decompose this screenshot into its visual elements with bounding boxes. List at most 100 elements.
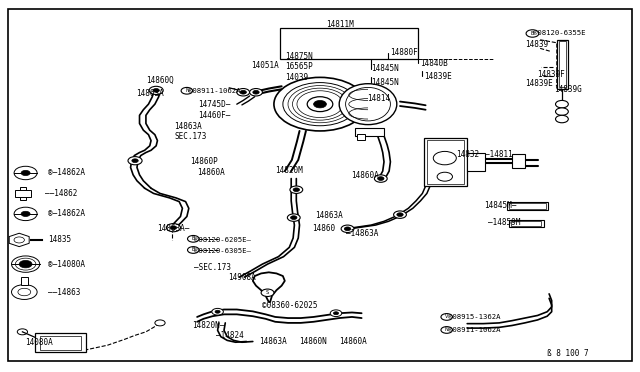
Circle shape <box>153 89 159 92</box>
Bar <box>467 153 485 171</box>
Circle shape <box>188 247 199 253</box>
Circle shape <box>21 211 30 217</box>
Circle shape <box>170 226 177 230</box>
Text: ©08360-62025: ©08360-62025 <box>262 301 318 310</box>
Text: 14051A: 14051A <box>252 61 279 70</box>
Text: 14860: 14860 <box>312 224 335 233</box>
Circle shape <box>132 159 138 163</box>
Text: ®—14862A: ®—14862A <box>48 169 85 177</box>
Text: 14814: 14814 <box>367 94 390 103</box>
Circle shape <box>526 30 539 37</box>
Bar <box>280 28 418 59</box>
Bar <box>559 41 566 87</box>
Circle shape <box>215 310 220 313</box>
Text: 14820M: 14820M <box>275 166 303 174</box>
Bar <box>509 220 544 227</box>
Text: S: S <box>266 290 269 295</box>
Circle shape <box>166 224 180 232</box>
Circle shape <box>12 285 37 299</box>
Text: 14863A: 14863A <box>259 337 287 346</box>
Text: 14845N: 14845N <box>371 64 399 73</box>
Circle shape <box>374 175 387 182</box>
Text: ®08911-1062A: ®08911-1062A <box>448 327 500 333</box>
Circle shape <box>237 89 250 96</box>
Text: 14863A: 14863A <box>136 89 164 98</box>
Text: 14839: 14839 <box>525 40 548 49</box>
Bar <box>21 277 28 285</box>
Circle shape <box>556 108 568 115</box>
Text: —14811: —14811 <box>485 150 513 159</box>
Circle shape <box>155 320 165 326</box>
Text: SEC.173: SEC.173 <box>174 132 207 141</box>
Text: 14863A: 14863A <box>174 122 202 131</box>
Text: 14860A: 14860A <box>197 169 225 177</box>
Circle shape <box>330 310 342 317</box>
Circle shape <box>128 157 142 165</box>
Bar <box>20 187 26 200</box>
Circle shape <box>314 100 326 108</box>
Ellipse shape <box>339 84 397 125</box>
Circle shape <box>14 166 37 180</box>
Text: 14832: 14832 <box>456 150 479 159</box>
Circle shape <box>17 329 28 335</box>
Text: 14839E: 14839E <box>525 79 552 88</box>
Text: 14039: 14039 <box>285 73 308 81</box>
Circle shape <box>441 327 452 333</box>
Text: —14824: —14824 <box>216 331 243 340</box>
Bar <box>40 336 81 350</box>
Text: 14860N: 14860N <box>300 337 327 346</box>
Circle shape <box>250 89 262 96</box>
Circle shape <box>21 170 30 176</box>
Text: —14859M: —14859M <box>488 218 520 227</box>
Text: ——14863: ——14863 <box>48 288 81 296</box>
Text: 14845N: 14845N <box>371 78 399 87</box>
Text: ®08915-1362A: ®08915-1362A <box>448 314 500 320</box>
Text: 14839E: 14839E <box>424 72 452 81</box>
Circle shape <box>293 188 300 192</box>
Circle shape <box>344 227 351 231</box>
Bar <box>15 190 31 197</box>
Text: B: B <box>191 247 195 253</box>
Circle shape <box>19 260 32 268</box>
Text: 14860A: 14860A <box>351 171 378 180</box>
Text: V: V <box>445 314 449 320</box>
Text: 14460F—: 14460F— <box>198 111 231 120</box>
Bar <box>357 134 365 140</box>
Text: 14863A—: 14863A— <box>157 224 189 233</box>
Circle shape <box>287 214 300 221</box>
Text: B: B <box>191 236 195 241</box>
Text: N: N <box>185 88 189 93</box>
Bar <box>512 154 525 168</box>
Text: ——14862: ——14862 <box>45 189 77 198</box>
Text: 14875N: 14875N <box>285 52 312 61</box>
Text: ®08120-6355E: ®08120-6355E <box>533 31 586 36</box>
Text: 14839F: 14839F <box>538 70 565 79</box>
Bar <box>509 203 546 209</box>
Text: ®08911-1062A—: ®08911-1062A— <box>188 88 244 94</box>
Circle shape <box>397 213 403 217</box>
Circle shape <box>212 308 223 315</box>
Text: N: N <box>445 327 449 333</box>
Text: 14863A: 14863A <box>316 211 343 220</box>
Text: ®08120-6305E—: ®08120-6305E— <box>194 248 251 254</box>
Circle shape <box>149 86 163 94</box>
Circle shape <box>12 256 40 272</box>
Circle shape <box>556 100 568 108</box>
Text: 14880F: 14880F <box>390 48 418 57</box>
Bar <box>424 138 467 186</box>
Bar <box>507 202 548 210</box>
Circle shape <box>394 211 406 218</box>
Circle shape <box>378 177 384 180</box>
Text: 14840B: 14840B <box>420 59 448 68</box>
Text: 14811M: 14811M <box>326 20 354 29</box>
Circle shape <box>188 235 199 242</box>
Text: ®—14080A: ®—14080A <box>48 260 85 269</box>
Circle shape <box>441 314 452 320</box>
Text: 14080A: 14080A <box>26 339 53 347</box>
Text: 14839G: 14839G <box>554 85 582 94</box>
Circle shape <box>433 151 456 165</box>
Circle shape <box>341 225 354 232</box>
Circle shape <box>261 289 274 296</box>
Polygon shape <box>9 233 29 247</box>
Circle shape <box>333 312 339 315</box>
